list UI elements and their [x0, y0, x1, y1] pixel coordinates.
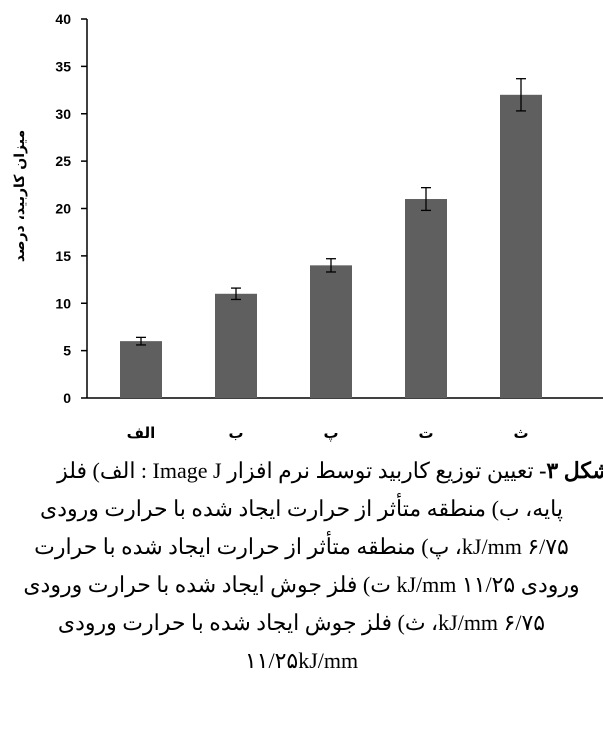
caption-line-1: شکل ۳- تعیین توزیع کاربید توسط نرم افزار…	[0, 452, 603, 490]
bar	[215, 293, 257, 398]
y-tick-label: 5	[63, 343, 71, 359]
x-tick-label: ت	[418, 424, 433, 442]
bar	[405, 199, 447, 398]
caption-line-6: ۱۱/۲۵kJ/mm	[244, 648, 359, 673]
bar	[310, 265, 352, 398]
y-tick-label: 15	[55, 248, 71, 264]
caption-line-5: ۶/۷۵ kJ/mm، ث) فلز جوش ایجاد شده با حرار…	[57, 610, 546, 635]
y-axis-title: میزان کاربید، درصد	[12, 130, 28, 262]
y-tick-label: 30	[55, 106, 71, 122]
error-bars	[136, 78, 526, 346]
x-tick-label: الف	[127, 424, 156, 442]
x-tick-label: پ	[323, 424, 338, 442]
bars	[120, 94, 542, 399]
y-tick-label: 25	[55, 153, 71, 169]
caption-line-1-text: تعیین توزیع کاربید توسط نرم افزار Image …	[57, 458, 540, 483]
figure-caption: شکل ۳- تعیین توزیع کاربید توسط نرم افزار…	[0, 452, 603, 739]
y-tick-label: 10	[55, 295, 71, 311]
caption-lead: شکل ۳-	[539, 458, 603, 483]
y-tick-label: 20	[55, 201, 71, 217]
y-tick-label: 35	[55, 58, 71, 74]
caption-line-3: ۶/۷۵ kJ/mm، پ) منطقه متأثر از حرارت ایجا…	[34, 534, 569, 559]
y-tick-label: 0	[63, 390, 71, 406]
x-labels: الف ب پ ت ث	[127, 424, 529, 442]
y-tick-label: 40	[55, 11, 71, 27]
bar	[500, 94, 542, 399]
x-tick-label: ب	[228, 424, 243, 442]
x-tick-label: ث	[513, 424, 528, 442]
caption-line-2: پایه، ب) منطقه متأثر از حرارت ایجاد شده …	[40, 496, 563, 521]
bar-chart: 0 5 10 15 20 25 30 35 40 الف ب پ ت ث میزان کاربید، د…	[12, 11, 603, 442]
chart: 0 5 10 15 20 25 30 35 40 الف ب پ ت ث میزان کاربید، د…	[12, 11, 603, 442]
y-ticks: 0 5 10 15 20 25 30 35 40	[55, 11, 87, 406]
caption-line-4: ورودی ۱۱/۲۵ kJ/mm ت) فلز جوش ایجاد شده ب…	[23, 572, 580, 597]
bar	[120, 341, 162, 398]
